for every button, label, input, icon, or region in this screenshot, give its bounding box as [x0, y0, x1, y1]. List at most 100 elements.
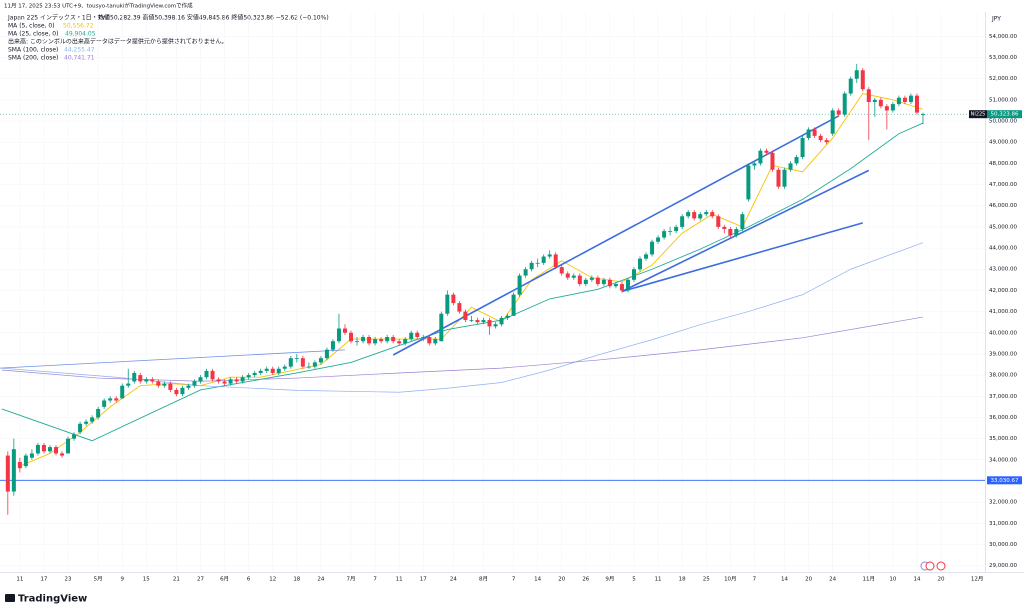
- x-tick-label: 7月: [347, 576, 356, 583]
- x-tick-label: 27: [197, 577, 204, 583]
- y-tick-label: 43,000.00: [989, 267, 1017, 273]
- candle-body: [800, 137, 805, 158]
- candle-body: [848, 78, 853, 94]
- candle-body: [595, 277, 600, 285]
- candle-body: [764, 150, 769, 153]
- candle-body: [836, 110, 841, 115]
- candle-body: [138, 375, 143, 382]
- candle-body: [662, 231, 667, 238]
- trend-line: [621, 169, 870, 293]
- y-tick-label: 50,000.00: [989, 119, 1017, 125]
- x-tick-label: 24: [450, 577, 457, 583]
- logo[interactable]: TradingView: [5, 594, 87, 605]
- candle-body: [385, 336, 390, 342]
- y-tick-label: 46,000.00: [989, 203, 1017, 209]
- x-tick-label: 18: [293, 577, 300, 583]
- volume-note: 出来高: このシンボルの出来高データはデータ提供元から提供されておりません。: [8, 38, 227, 46]
- candle-body: [559, 267, 564, 274]
- hline-label-box: [987, 476, 1022, 485]
- candle-body: [475, 320, 480, 323]
- symbol-box: [969, 110, 987, 119]
- y-tick-label: 41,000.00: [989, 309, 1017, 315]
- y-tick-label: 45,000.00: [989, 224, 1017, 230]
- candle-body: [704, 212, 709, 215]
- currency: JPY: [991, 16, 1001, 23]
- candle-body: [487, 320, 492, 327]
- y-tick-label: 53,000.00: [989, 55, 1017, 61]
- candle-body: [920, 114, 925, 116]
- x-tick-label: 7: [373, 577, 377, 583]
- candle-body: [240, 377, 245, 382]
- indicator-value: 44,255.47: [64, 47, 95, 54]
- candle-body: [66, 438, 71, 454]
- candle-body: [150, 379, 155, 382]
- candle-body: [78, 423, 83, 433]
- candle-body: [258, 370, 263, 373]
- candle-body: [794, 157, 799, 164]
- trend-line: [392, 115, 840, 356]
- chart-title: Japan 225 インデックス・1日・TVC: [7, 14, 110, 22]
- candle-body: [355, 341, 360, 343]
- candle-body: [866, 89, 871, 102]
- y-tick-label: 39,000.00: [989, 351, 1017, 357]
- indicator-line: [1, 242, 924, 393]
- x-tick-label: 11: [396, 577, 403, 583]
- candle-body: [638, 258, 643, 270]
- candle-body: [17, 461, 22, 469]
- candle-body: [409, 332, 414, 340]
- icon[interactable]: [936, 561, 946, 571]
- candle-body: [433, 339, 438, 344]
- indicator-name: MA (5, close, 0): [8, 23, 55, 30]
- candle-body: [60, 453, 65, 456]
- x-tick-label: 24: [829, 577, 836, 583]
- candle-body: [222, 381, 227, 384]
- candle-body: [11, 449, 16, 492]
- candle-body: [108, 398, 113, 401]
- y-tick-label: 47,000.00: [989, 182, 1017, 188]
- x-tick-label: 5: [632, 577, 636, 583]
- candle-body: [336, 328, 341, 342]
- candle-body: [625, 279, 630, 291]
- x-tick-label: 9月: [605, 576, 614, 583]
- trend-line: [621, 222, 863, 293]
- icon[interactable]: [925, 561, 935, 571]
- x-tick-label: 12月: [971, 576, 984, 583]
- candle-body: [35, 444, 40, 454]
- x-tick-label: 24: [317, 577, 324, 583]
- logo-icon: [5, 594, 15, 602]
- candle-body: [668, 231, 673, 232]
- last-price-box: [987, 110, 1022, 119]
- candle-body: [252, 372, 257, 376]
- candle-body: [373, 339, 378, 344]
- candle-body: [758, 150, 763, 164]
- y-tick-label: 49,000.00: [989, 140, 1017, 146]
- candle-body: [547, 254, 552, 257]
- candle-body: [294, 358, 299, 359]
- candle-body: [114, 398, 119, 401]
- candle-body: [96, 408, 101, 418]
- candle-body: [589, 277, 594, 280]
- y-tick-label: 30,000.00: [989, 542, 1017, 548]
- caption: 11月 17, 2025 23:53 UTC+9、tousyo-tanukiがT…: [4, 2, 193, 10]
- bottom-icons[interactable]: [920, 561, 946, 571]
- candle-body: [162, 383, 167, 386]
- indicator-line: [1, 316, 924, 382]
- candle-body: [361, 336, 366, 342]
- candle-body: [692, 212, 697, 219]
- candle-body: [613, 284, 618, 287]
- ohlc-legend: 始値50,282.39 高値50,398.16 安値49,845.86 終値50…: [98, 14, 329, 22]
- candle-body: [601, 279, 606, 285]
- candle-body: [878, 99, 883, 107]
- candle-body: [415, 332, 420, 337]
- candle-body: [896, 97, 901, 105]
- candle-body: [686, 212, 691, 217]
- candle-body: [463, 311, 468, 321]
- candle-body: [342, 328, 347, 333]
- x-tick-label: 11: [655, 577, 662, 583]
- candle-body: [216, 379, 221, 382]
- x-tick-label: 17: [420, 577, 427, 583]
- hline-label: 33,030.67: [991, 478, 1019, 484]
- candle-body: [565, 273, 570, 278]
- candle-body: [481, 320, 486, 323]
